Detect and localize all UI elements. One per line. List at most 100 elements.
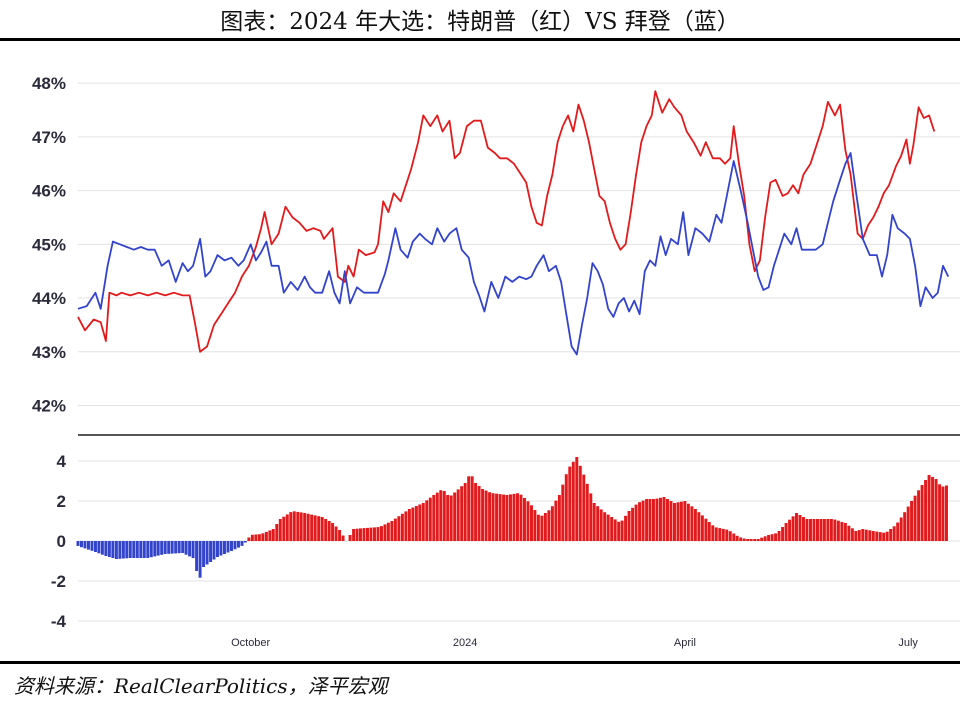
election-poll-chart: 42% 43% 44% 45% 46% 47% 48% -4 -2 0 2 4 October 202… [32, 74, 960, 649]
x-tick-label: July [898, 637, 918, 649]
margin-bar [324, 519, 328, 541]
margin-bar [97, 541, 101, 554]
margin-bar [791, 516, 795, 541]
margin-bar [191, 541, 195, 559]
margin-bar [174, 541, 178, 554]
margin-bar [774, 533, 778, 541]
chart-title: 图表：2024 年大选：特朗普（红）VS 拜登（蓝） [220, 9, 740, 35]
margin-bar [917, 490, 921, 541]
y-tick-label: -4 [51, 612, 67, 631]
margin-bar [205, 541, 209, 565]
margin-bar [840, 521, 844, 541]
margin-bar [732, 533, 736, 541]
margin-bar [188, 541, 192, 557]
margin-bar [338, 530, 342, 541]
margin-bar [864, 529, 868, 541]
margin-bar [226, 541, 230, 553]
margin-bar [421, 503, 425, 541]
margin-bar [931, 477, 935, 541]
margin-bar [243, 541, 247, 543]
margin-bar [910, 501, 914, 541]
margin-bar [530, 505, 533, 541]
margin-bar [836, 520, 840, 541]
y-tick-label: 2 [57, 492, 66, 511]
margin-bar [348, 535, 352, 541]
trump-line [77, 90, 936, 353]
margin-bar [889, 529, 893, 541]
margin-bar [819, 519, 823, 541]
margin-bar [212, 541, 216, 560]
margin-bar [153, 541, 157, 557]
margin-bar [721, 528, 725, 541]
margin-bar [428, 497, 432, 541]
top-panel-grid [78, 82, 960, 407]
margin-bar [620, 520, 624, 541]
margin-bar [498, 494, 502, 541]
margin-bar [341, 535, 345, 541]
margin-bar [784, 523, 788, 541]
y-tick-label: 47% [32, 128, 66, 147]
margin-bar [655, 498, 659, 541]
top-rule [0, 38, 960, 41]
margin-bar [184, 541, 188, 555]
margin-bar [941, 486, 945, 541]
margin-bar [746, 539, 750, 541]
margin-bar [592, 503, 596, 541]
margin-bar [554, 500, 558, 541]
margin-bar [585, 483, 589, 541]
margin-bar [393, 518, 397, 541]
margin-bar [362, 528, 366, 541]
margin-bar [638, 502, 642, 541]
margin-bar [847, 525, 851, 541]
margin-bar [219, 541, 223, 556]
margin-bar [167, 541, 171, 554]
margin-bar [474, 483, 478, 541]
x-tick-label: April [674, 637, 696, 649]
margin-bar [149, 541, 153, 558]
margin-bar [250, 534, 254, 541]
margin-bar [760, 537, 764, 541]
margin-bar [763, 536, 767, 541]
margin-bar [547, 510, 551, 541]
margin-bar [868, 530, 872, 541]
margin-bar [725, 529, 729, 541]
margin-bar [516, 493, 519, 541]
margin-bar [128, 541, 132, 558]
margin-bar [673, 503, 676, 541]
margin-bar [386, 522, 390, 541]
margin-bar [613, 519, 617, 541]
margin-bar [896, 522, 900, 541]
margin-bar [373, 527, 376, 541]
margin-bar [550, 506, 554, 541]
margin-bar [833, 519, 837, 541]
margin-bar [568, 466, 572, 541]
margin-bar [533, 510, 537, 541]
margin-bar [195, 541, 199, 571]
margin-bar [892, 526, 896, 541]
margin-bar [247, 537, 251, 541]
margin-bar [460, 486, 464, 541]
y-tick-label: 48% [32, 74, 66, 93]
margin-bar [690, 506, 694, 541]
x-tick-label: 2024 [453, 637, 477, 649]
margin-bar [470, 476, 474, 541]
margin-bar [666, 499, 669, 541]
margin-bar [107, 541, 111, 557]
margin-bar [589, 493, 593, 541]
margin-bar [641, 500, 645, 541]
margin-bar [442, 491, 446, 541]
margin-bar [526, 501, 530, 541]
margin-bar [536, 514, 540, 541]
margin-bar [557, 495, 561, 541]
margin-bar [233, 541, 237, 550]
margin-bar [198, 541, 202, 578]
margin-bar [707, 522, 711, 541]
margin-bar [676, 502, 680, 541]
margin-bar [934, 479, 938, 541]
margin-bar [770, 534, 774, 541]
margin-bar [718, 528, 722, 541]
margin-bar [882, 532, 886, 541]
margin-bar [90, 541, 94, 551]
margin-bar [578, 465, 582, 541]
margin-bar [903, 512, 907, 541]
